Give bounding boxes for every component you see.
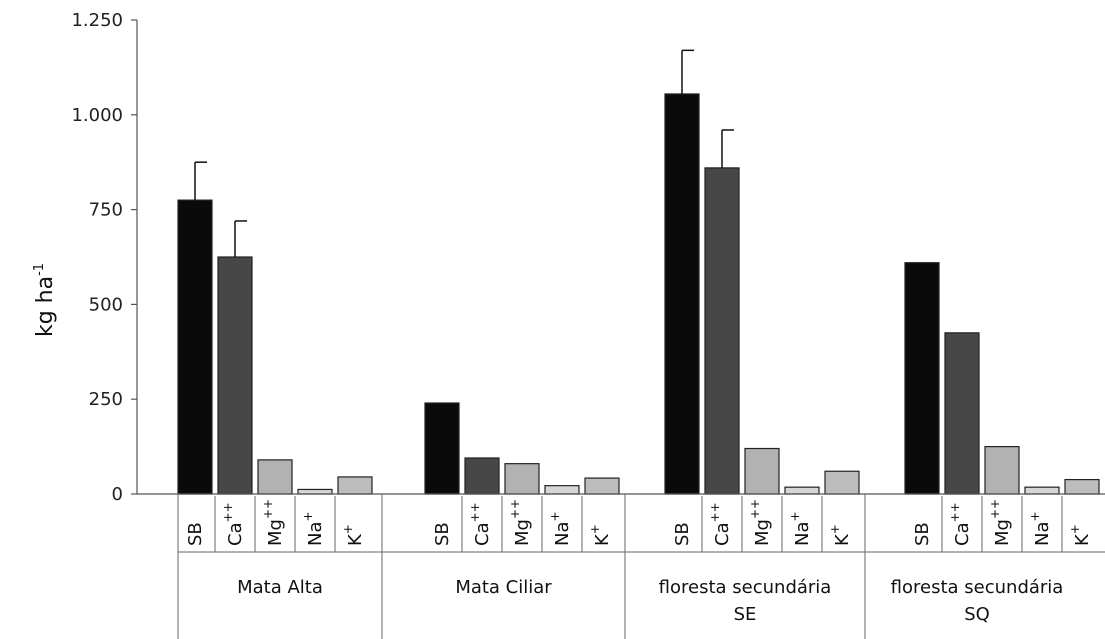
- bar-group: [664, 49, 860, 495]
- ion-label-sb: SB: [432, 522, 453, 546]
- bar-k: [584, 477, 620, 495]
- group-label: SE: [734, 604, 757, 625]
- ion-label-mg: Mg++: [988, 499, 1013, 546]
- ion-label-k: K+: [1068, 524, 1093, 546]
- ion-label-ca: Ca++: [221, 502, 246, 546]
- group-label: floresta secundária: [659, 577, 832, 598]
- y-tick-label: 0: [112, 484, 123, 505]
- ion-label-ca: Ca++: [468, 502, 493, 546]
- bars: [177, 49, 1100, 495]
- x-axis: SB Ca++ Mg++ Na+ K+ Mata Alta SB Ca++ Mg++ Na+ K+ M…: [137, 493, 1105, 639]
- bar-sb: [424, 402, 460, 495]
- bar-sb: [177, 199, 213, 495]
- bar-sb: [664, 93, 700, 495]
- y-axis-label-unit: kg ha: [33, 276, 58, 337]
- bar-group: [177, 161, 373, 495]
- group-label: Mata Alta: [237, 577, 323, 598]
- group-label: floresta secundária: [891, 577, 1064, 598]
- bar-mg: [257, 459, 293, 495]
- ion-label-mg: Mg++: [261, 499, 286, 546]
- ion-label-k: K+: [588, 524, 613, 546]
- ion-label-sb: SB: [672, 522, 693, 546]
- bar-group: [424, 402, 620, 495]
- y-tick-label: 250: [89, 389, 123, 410]
- bar-group: [904, 262, 1100, 495]
- bar-ca: [217, 256, 253, 495]
- bar-na: [297, 488, 333, 495]
- group-label: Mata Ciliar: [455, 577, 552, 598]
- bar-ca: [944, 332, 980, 495]
- y-tick-label: 750: [89, 200, 123, 221]
- bar-k: [1064, 478, 1100, 495]
- y-axis-label: kg ha-1: [32, 263, 58, 337]
- bar-mg: [744, 447, 780, 495]
- bar-mg: [504, 463, 540, 495]
- y-axis-label-exponent: -1: [32, 263, 47, 276]
- ion-label-na: Na+: [301, 511, 326, 546]
- y-tick-label: 1.000: [71, 105, 123, 126]
- y-axis: 0 250 500 750 1.000 1.250: [71, 10, 138, 505]
- group-label: SQ: [964, 604, 990, 625]
- ion-label-sb: SB: [185, 522, 206, 546]
- bar-ca: [464, 457, 500, 495]
- ion-label-k: K+: [341, 524, 366, 546]
- bar-sb: [904, 262, 940, 495]
- y-tick-label: 500: [89, 294, 123, 315]
- ion-label-ca: Ca++: [708, 502, 733, 546]
- ion-label-ca: Ca++: [948, 502, 973, 546]
- bar-k: [824, 470, 860, 495]
- bar-ca: [704, 167, 740, 495]
- bar-na: [544, 485, 580, 495]
- bar-k: [337, 476, 373, 495]
- ion-label-na: Na+: [788, 511, 813, 546]
- ion-label-mg: Mg++: [508, 499, 533, 546]
- bar-na: [1024, 486, 1060, 495]
- ion-label-na: Na+: [548, 511, 573, 546]
- ion-label-mg: Mg++: [748, 499, 773, 546]
- ion-label-k: K+: [828, 524, 853, 546]
- bar-mg: [984, 446, 1020, 495]
- ion-label-na: Na+: [1028, 511, 1053, 546]
- ion-label-sb: SB: [912, 522, 933, 546]
- bar-na: [784, 486, 820, 495]
- y-tick-label: 1.250: [71, 10, 123, 31]
